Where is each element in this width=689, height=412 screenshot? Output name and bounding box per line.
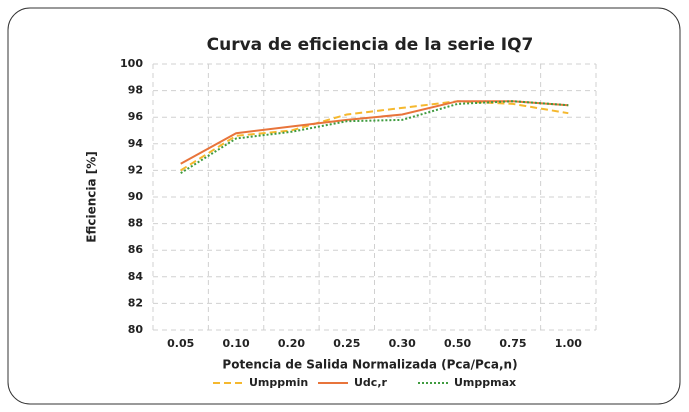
card — [7, 7, 681, 405]
chart-title: Curva de eficiencia de la serie IQ7 — [207, 35, 534, 55]
y-axis-label: Eficiencia [%] — [85, 151, 99, 243]
x-tick-label: 0.30 — [389, 337, 416, 350]
x-tick-label: 0.25 — [333, 337, 360, 350]
series-line — [180, 100, 569, 172]
x-axis-label: Potencia de Salida Normalizada (Pca/Pca,… — [222, 358, 517, 372]
y-tick-label: 98 — [128, 84, 143, 97]
y-tick-label: 82 — [128, 296, 143, 309]
y-tick-label: 80 — [128, 323, 144, 336]
y-tick-label: 92 — [128, 163, 143, 176]
y-tick-label: 88 — [128, 217, 143, 230]
y-tick-label: 96 — [128, 110, 144, 123]
series-line — [180, 100, 569, 174]
y-tick-label: 86 — [128, 243, 144, 256]
y-tick-label: 100 — [120, 57, 143, 70]
legend-label: Umppmax — [454, 376, 516, 389]
x-tick-label: 0.20 — [278, 337, 305, 350]
x-tick-label: 0.50 — [444, 337, 471, 350]
x-tick-label: 0.05 — [167, 337, 194, 350]
x-tick-label: 1.00 — [555, 337, 582, 350]
legend-label: Umppmin — [249, 376, 308, 389]
y-tick-label: 90 — [128, 190, 144, 203]
y-tick-label: 94 — [128, 137, 144, 150]
x-tick-label: 0.75 — [499, 337, 526, 350]
x-tick-label: 0.10 — [222, 337, 249, 350]
y-tick-label: 84 — [128, 270, 144, 283]
legend-label: Udc,r — [354, 376, 388, 389]
